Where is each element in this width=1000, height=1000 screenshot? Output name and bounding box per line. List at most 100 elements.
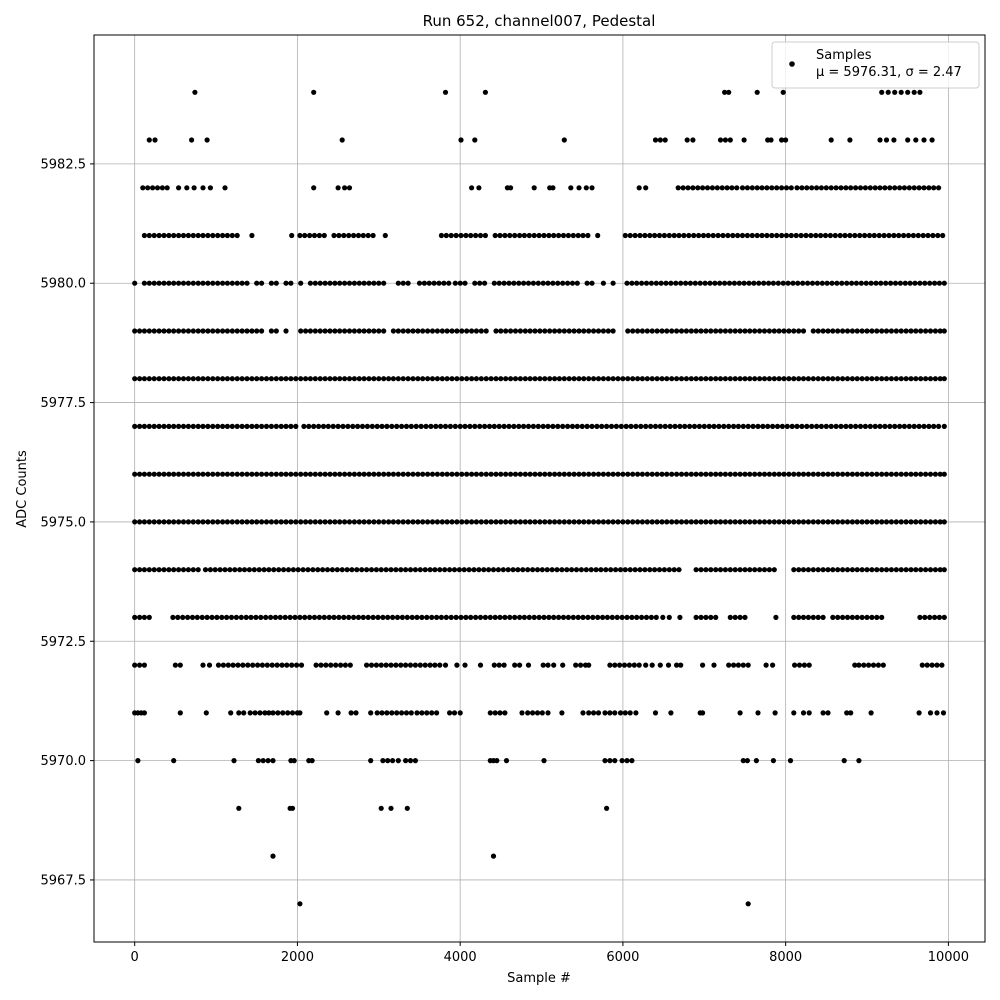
data-point [418, 423, 424, 429]
data-point [556, 328, 563, 334]
data-point [285, 710, 291, 716]
data-point [530, 567, 536, 573]
data-point [132, 376, 138, 382]
data-point [390, 376, 396, 382]
data-point [607, 758, 613, 764]
data-point [298, 662, 305, 668]
data-point [760, 423, 766, 429]
data-point [913, 567, 919, 573]
data-point [698, 519, 704, 525]
data-point [389, 710, 395, 716]
data-point [629, 758, 635, 764]
data-point [600, 280, 607, 286]
data-point [417, 662, 423, 668]
data-point [341, 232, 347, 239]
data-point [887, 185, 893, 191]
data-point [434, 328, 440, 334]
data-point [229, 232, 235, 239]
data-point [693, 376, 699, 382]
data-point [864, 376, 870, 382]
data-point [347, 662, 353, 668]
data-point [834, 280, 840, 286]
data-point [483, 471, 489, 477]
data-point [194, 614, 200, 621]
data-point [351, 519, 357, 525]
data-point [342, 662, 348, 668]
data-point [656, 567, 663, 573]
data-point [869, 519, 875, 525]
data-point [531, 185, 537, 191]
data-point [708, 519, 714, 525]
data-point [759, 232, 765, 239]
data-point [871, 232, 877, 239]
data-point [922, 614, 928, 621]
data-point [932, 567, 939, 573]
data-point [444, 519, 450, 525]
data-point [468, 614, 474, 621]
data-point [676, 232, 682, 239]
data-point [810, 519, 816, 525]
x-tick-label: 8000 [769, 950, 802, 965]
data-point [356, 328, 362, 334]
data-point [608, 567, 614, 573]
data-point [457, 423, 463, 429]
data-point [234, 376, 240, 382]
data-point [937, 567, 943, 573]
data-point [745, 423, 751, 429]
data-point [171, 471, 177, 477]
data-point [202, 567, 209, 573]
data-point [355, 232, 362, 239]
data-point [151, 232, 157, 239]
data-point [490, 853, 497, 859]
data-point [732, 376, 738, 382]
data-point [885, 89, 891, 95]
data-point [615, 471, 621, 477]
data-point [630, 328, 636, 334]
data-point [249, 423, 255, 429]
data-point [628, 423, 634, 429]
data-point [608, 423, 615, 429]
data-point [295, 567, 301, 573]
data-point [195, 232, 201, 239]
data-point [469, 328, 475, 334]
data-point [652, 137, 659, 143]
data-point [239, 471, 245, 477]
data-point [322, 471, 328, 477]
data-point [447, 423, 453, 429]
data-point [727, 519, 733, 525]
data-point [251, 567, 257, 573]
data-point [664, 471, 670, 477]
data-point [268, 519, 274, 525]
data-point [625, 519, 631, 525]
data-point [537, 376, 543, 382]
data-point [862, 423, 869, 429]
data-point [132, 662, 138, 668]
data-point [634, 614, 640, 621]
data-point [682, 423, 688, 429]
data-point [260, 758, 266, 764]
data-point [224, 423, 230, 429]
data-point [788, 185, 794, 191]
data-point [913, 328, 919, 334]
data-point [688, 471, 694, 477]
data-point [462, 662, 468, 668]
data-point [913, 137, 919, 143]
data-point [141, 614, 147, 621]
data-point [427, 567, 433, 573]
data-point [263, 519, 270, 525]
data-point [220, 376, 226, 382]
data-point [864, 614, 870, 621]
data-point [560, 423, 566, 429]
data-point [901, 185, 908, 191]
data-point [442, 89, 449, 95]
data-point [394, 423, 400, 429]
data-point [539, 710, 545, 716]
data-point [571, 376, 577, 382]
data-point [250, 662, 256, 668]
data-point [874, 614, 880, 621]
data-point [498, 376, 504, 382]
data-point [936, 423, 942, 429]
data-point [774, 185, 780, 191]
data-point [247, 710, 253, 716]
data-point [447, 710, 453, 716]
